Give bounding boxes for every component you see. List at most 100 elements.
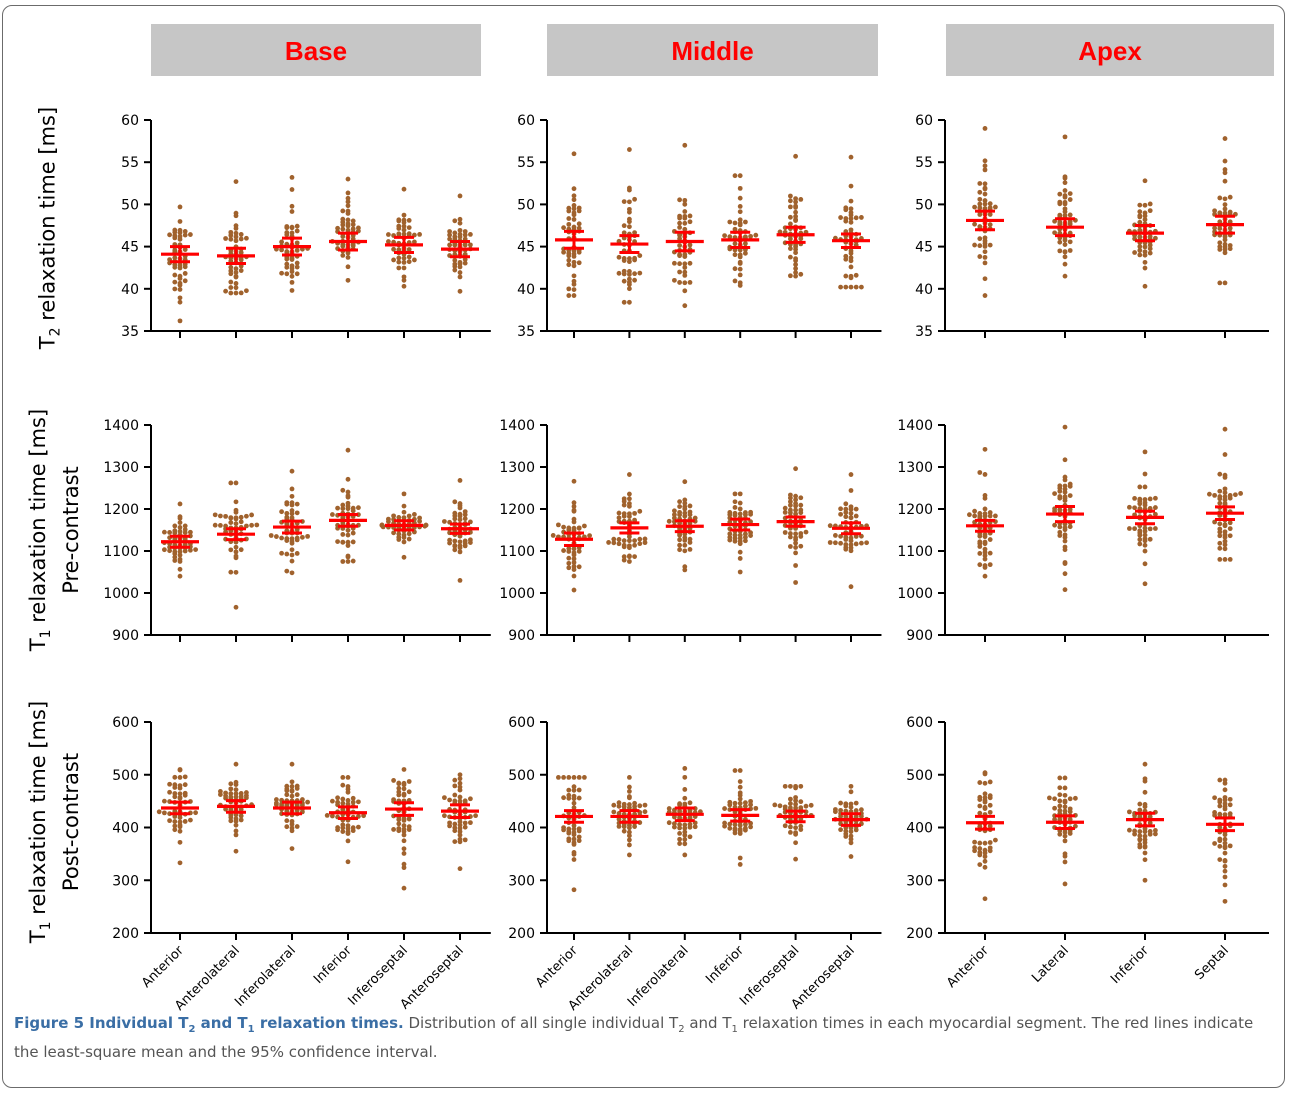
data-point [677,220,682,226]
data-point [345,489,351,495]
data-point [330,813,335,819]
data-point [566,774,572,780]
data-point [396,223,402,229]
data-point [982,201,988,207]
data-point [1222,167,1228,172]
data-point [254,522,260,528]
data-point [576,564,582,570]
y-tick-label: 600 [112,715,139,731]
y-tick-label: 300 [112,873,139,889]
data-point [1127,809,1132,815]
data-point [677,542,682,548]
data-point [982,840,988,846]
data-point [788,502,793,508]
data-point [1153,831,1158,837]
data-point [1127,504,1132,510]
data-point [284,224,290,229]
data-point [172,558,178,563]
data-point [457,776,463,782]
data-point [777,229,783,235]
data-point [788,801,793,806]
data-point [473,813,478,819]
data-point [682,535,688,541]
data-point [732,826,738,832]
data-point [412,257,417,263]
data-point [677,815,682,820]
data-point [396,821,402,827]
y-tick-label: 1000 [103,586,139,602]
data-point [972,845,977,850]
data-point [616,803,622,809]
data-point [838,540,843,546]
data-point [279,270,284,276]
data-point [798,799,804,805]
data-point [289,570,295,576]
data-point [1222,178,1228,184]
data-point [356,505,361,511]
data-point [401,554,407,560]
data-point [1222,787,1228,793]
data-point [571,525,577,531]
data-point [447,242,452,248]
data-point [1142,802,1148,807]
y-tick-label: 900 [508,628,535,644]
data-point [1057,529,1063,535]
data-point [1222,529,1228,535]
data-point [457,227,463,233]
data-point [1147,246,1153,252]
data-point [406,225,412,231]
data-point [571,197,577,203]
data-point [632,230,637,236]
data-point [244,513,249,519]
data-point [1062,851,1068,857]
data-point [848,273,854,279]
data-point [1142,837,1148,843]
data-point [1222,868,1228,874]
data-point [571,857,577,862]
data-point [977,201,983,207]
data-point [238,514,244,520]
data-point [682,766,688,771]
data-point [457,578,463,583]
data-point [727,799,733,805]
data-point [1137,528,1143,534]
data-point [732,226,738,232]
data-point [335,505,340,511]
data-point [452,538,458,544]
data-point [345,859,351,865]
data-point [788,796,793,802]
data-point [737,796,743,802]
data-point [442,813,447,819]
data-point [616,537,622,542]
data-point [621,801,627,807]
data-point [737,790,743,796]
data-point [561,825,566,830]
data-point [335,799,340,805]
data-point [788,492,793,498]
data-point [396,826,402,831]
data-point [582,774,587,780]
data-point [379,522,385,528]
y-tick-label: 45 [121,240,139,256]
data-point [987,205,993,211]
x-category-label: Septal [1192,943,1232,983]
data-point [793,550,798,556]
data-point [462,232,468,238]
data-point [677,836,682,842]
data-point [843,510,849,515]
data-point [587,533,592,538]
data-point [457,822,463,828]
data-point [1062,833,1068,839]
data-point [627,852,632,858]
data-point [1222,898,1228,904]
data-point [987,845,993,851]
data-point [632,196,637,202]
data-point [182,527,188,532]
data-point [228,480,234,486]
x-category-label: Lateral [1029,943,1072,986]
data-point [838,284,843,290]
data-point [289,788,295,793]
data-point [788,805,793,811]
data-point [401,539,407,545]
data-point [838,215,843,220]
